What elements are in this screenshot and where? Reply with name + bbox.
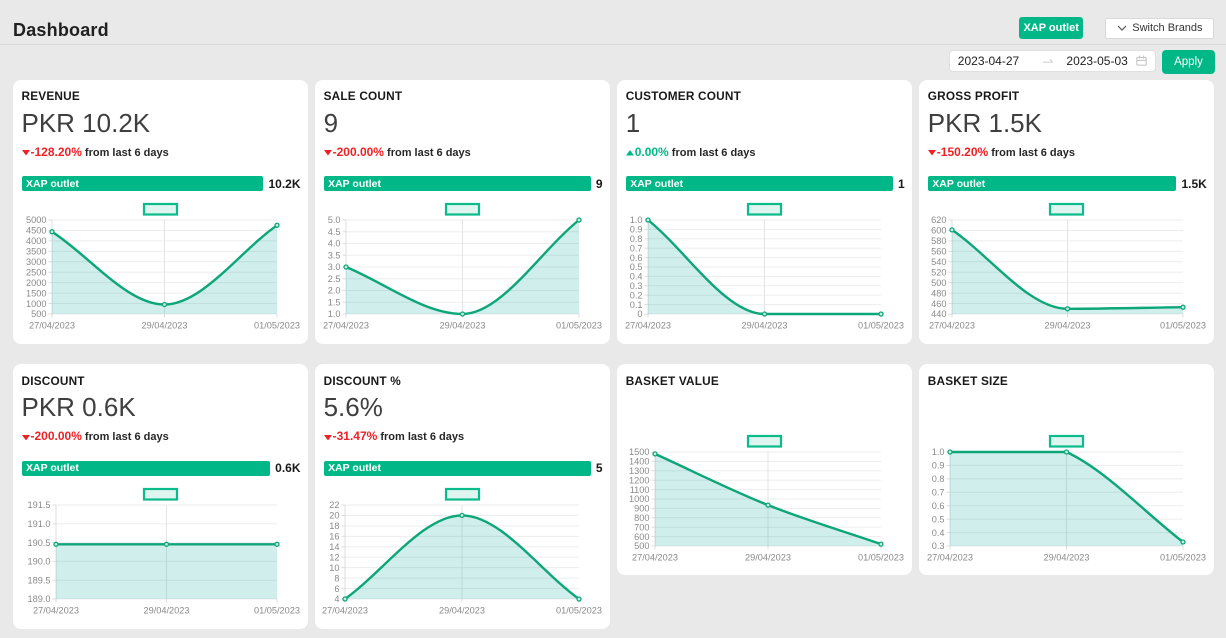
svg-text:3.0: 3.0 <box>327 262 340 272</box>
svg-text:1300: 1300 <box>629 466 649 476</box>
svg-text:22: 22 <box>329 500 339 510</box>
svg-text:27/04/2023: 27/04/2023 <box>632 552 678 562</box>
svg-text:190.5: 190.5 <box>27 538 50 548</box>
svg-text:0.4: 0.4 <box>629 272 642 282</box>
svg-text:01/05/2023: 01/05/2023 <box>1160 552 1206 562</box>
svg-text:27/04/2023: 27/04/2023 <box>33 605 79 615</box>
svg-text:191.0: 191.0 <box>27 519 50 529</box>
svg-text:27/04/2023: 27/04/2023 <box>323 321 369 331</box>
svg-text:700: 700 <box>634 522 649 532</box>
svg-text:0.5: 0.5 <box>629 262 642 272</box>
svg-text:540: 540 <box>931 257 946 267</box>
svg-text:0.8: 0.8 <box>629 234 642 244</box>
svg-text:29/04/2023: 29/04/2023 <box>1044 321 1090 331</box>
svg-text:1000: 1000 <box>26 299 46 309</box>
svg-text:4.0: 4.0 <box>327 239 340 249</box>
svg-text:0.1: 0.1 <box>629 300 642 310</box>
svg-text:8: 8 <box>334 573 339 583</box>
svg-text:480: 480 <box>931 288 946 298</box>
svg-text:1100: 1100 <box>629 485 649 495</box>
svg-text:5000: 5000 <box>26 215 46 225</box>
svg-text:29/04/2023: 29/04/2023 <box>1043 552 1089 562</box>
svg-text:440: 440 <box>931 309 946 319</box>
svg-text:01/05/2023: 01/05/2023 <box>1160 321 1206 331</box>
svg-text:2.5: 2.5 <box>327 274 340 284</box>
svg-text:01/05/2023: 01/05/2023 <box>254 605 300 615</box>
svg-text:3500: 3500 <box>26 247 46 257</box>
svg-text:580: 580 <box>931 236 946 246</box>
svg-text:620: 620 <box>931 215 946 225</box>
svg-text:4500: 4500 <box>26 226 46 236</box>
svg-text:20: 20 <box>329 511 339 521</box>
svg-text:1200: 1200 <box>629 475 649 485</box>
svg-text:27/04/2023: 27/04/2023 <box>322 605 368 615</box>
svg-text:0.3: 0.3 <box>932 541 945 551</box>
svg-text:0.9: 0.9 <box>629 225 642 235</box>
svg-text:0.6: 0.6 <box>629 253 642 263</box>
svg-text:0.4: 0.4 <box>932 528 945 538</box>
svg-text:29/04/2023: 29/04/2023 <box>439 321 485 331</box>
svg-text:29/04/2023: 29/04/2023 <box>745 552 791 562</box>
svg-text:6: 6 <box>334 584 339 594</box>
svg-text:500: 500 <box>31 309 46 319</box>
svg-text:29/04/2023: 29/04/2023 <box>141 321 187 331</box>
svg-text:12: 12 <box>329 552 339 562</box>
svg-text:900: 900 <box>634 503 649 513</box>
svg-text:0: 0 <box>637 309 642 319</box>
svg-text:0.7: 0.7 <box>932 487 945 497</box>
svg-text:10: 10 <box>329 563 339 573</box>
svg-text:1.5: 1.5 <box>327 298 340 308</box>
svg-text:4000: 4000 <box>26 236 46 246</box>
svg-text:191.5: 191.5 <box>27 500 50 510</box>
svg-text:27/04/2023: 27/04/2023 <box>929 321 975 331</box>
svg-text:2.0: 2.0 <box>327 286 340 296</box>
svg-text:2500: 2500 <box>26 268 46 278</box>
svg-text:560: 560 <box>931 247 946 257</box>
svg-text:01/05/2023: 01/05/2023 <box>556 605 602 615</box>
svg-text:27/04/2023: 27/04/2023 <box>927 552 973 562</box>
svg-text:1500: 1500 <box>629 447 649 457</box>
svg-text:0.5: 0.5 <box>932 514 945 524</box>
svg-text:1000: 1000 <box>629 494 649 504</box>
svg-text:500: 500 <box>931 278 946 288</box>
svg-text:01/05/2023: 01/05/2023 <box>858 321 904 331</box>
svg-text:1.0: 1.0 <box>629 215 642 225</box>
svg-text:189.5: 189.5 <box>27 575 50 585</box>
svg-text:4: 4 <box>334 594 339 604</box>
svg-text:0.9: 0.9 <box>932 461 945 471</box>
svg-text:3.5: 3.5 <box>327 251 340 261</box>
svg-text:190.0: 190.0 <box>27 557 50 567</box>
svg-text:29/04/2023: 29/04/2023 <box>143 605 189 615</box>
svg-text:2000: 2000 <box>26 278 46 288</box>
svg-text:4.5: 4.5 <box>327 227 340 237</box>
svg-text:1400: 1400 <box>629 456 649 466</box>
svg-text:14: 14 <box>329 542 339 552</box>
svg-text:460: 460 <box>931 299 946 309</box>
svg-text:600: 600 <box>931 226 946 236</box>
svg-text:18: 18 <box>329 521 339 531</box>
svg-text:0.7: 0.7 <box>629 244 642 254</box>
svg-text:0.6: 0.6 <box>932 501 945 511</box>
svg-text:189.0: 189.0 <box>27 594 50 604</box>
svg-text:1.0: 1.0 <box>327 309 340 319</box>
svg-text:27/04/2023: 27/04/2023 <box>625 321 671 331</box>
svg-text:800: 800 <box>634 513 649 523</box>
svg-text:3000: 3000 <box>26 257 46 267</box>
svg-text:16: 16 <box>329 532 339 542</box>
svg-text:01/05/2023: 01/05/2023 <box>254 321 300 331</box>
svg-text:5.0: 5.0 <box>327 215 340 225</box>
svg-text:0.2: 0.2 <box>629 291 642 301</box>
svg-text:500: 500 <box>634 541 649 551</box>
svg-text:600: 600 <box>634 532 649 542</box>
svg-text:1500: 1500 <box>26 288 46 298</box>
svg-text:01/05/2023: 01/05/2023 <box>858 552 904 562</box>
svg-text:520: 520 <box>931 268 946 278</box>
svg-text:0.3: 0.3 <box>629 281 642 291</box>
svg-text:29/04/2023: 29/04/2023 <box>741 321 787 331</box>
svg-text:01/05/2023: 01/05/2023 <box>556 321 602 331</box>
svg-text:29/04/2023: 29/04/2023 <box>439 605 485 615</box>
svg-text:0.8: 0.8 <box>932 474 945 484</box>
svg-text:27/04/2023: 27/04/2023 <box>29 321 75 331</box>
svg-text:1.0: 1.0 <box>932 447 945 457</box>
